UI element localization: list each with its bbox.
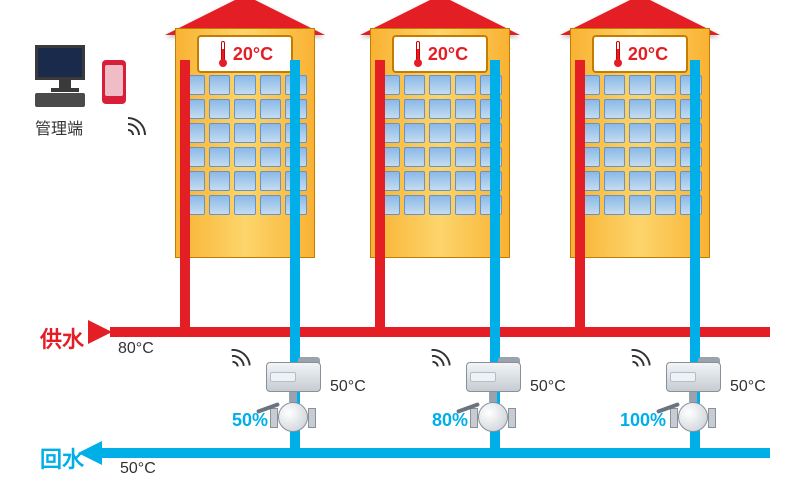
- supply-arrow-icon: [88, 320, 112, 344]
- return-main: [100, 448, 770, 458]
- indoor-temp-value: 20°C: [628, 44, 668, 65]
- wifi-icon: [231, 347, 254, 367]
- indoor-temp-value: 20°C: [428, 44, 468, 65]
- indoor-temp-display: 20°C: [592, 35, 688, 73]
- building-2: 20°C: [370, 0, 510, 250]
- supply-riser-2: [375, 60, 385, 332]
- valve-2-temp: 50°C: [530, 378, 566, 396]
- indoor-temp-display: 20°C: [392, 35, 488, 73]
- valve-3: [656, 362, 734, 432]
- management-terminal: 管理端: [30, 45, 160, 63]
- valve-1-opening: 50%: [232, 410, 268, 431]
- return-temp: 50°C: [120, 460, 156, 478]
- valve-3-temp: 50°C: [730, 378, 766, 396]
- return-label: 回水: [40, 442, 84, 474]
- keyboard-icon: [35, 93, 85, 107]
- supply-main: [110, 327, 770, 337]
- supply-temp: 80°C: [118, 340, 154, 358]
- indoor-temp-value: 20°C: [233, 44, 273, 65]
- supply-riser-1: [180, 60, 190, 332]
- valve-1-temp: 50°C: [330, 378, 366, 396]
- phone-icon: [102, 60, 126, 104]
- wifi-icon: [128, 117, 150, 135]
- valve-2-opening: 80%: [432, 410, 468, 431]
- thermometer-icon: [612, 41, 624, 67]
- thermometer-icon: [412, 41, 424, 67]
- indoor-temp-display: 20°C: [197, 35, 293, 73]
- supply-label: 供水: [40, 322, 84, 354]
- supply-riser-3: [575, 60, 585, 332]
- valve-3-opening: 100%: [620, 410, 666, 431]
- monitor-icon: [35, 45, 95, 92]
- building-3: 20°C: [570, 0, 710, 250]
- wifi-icon: [431, 347, 454, 367]
- management-label: 管理端: [35, 115, 83, 139]
- wifi-icon: [631, 347, 654, 367]
- thermometer-icon: [217, 41, 229, 67]
